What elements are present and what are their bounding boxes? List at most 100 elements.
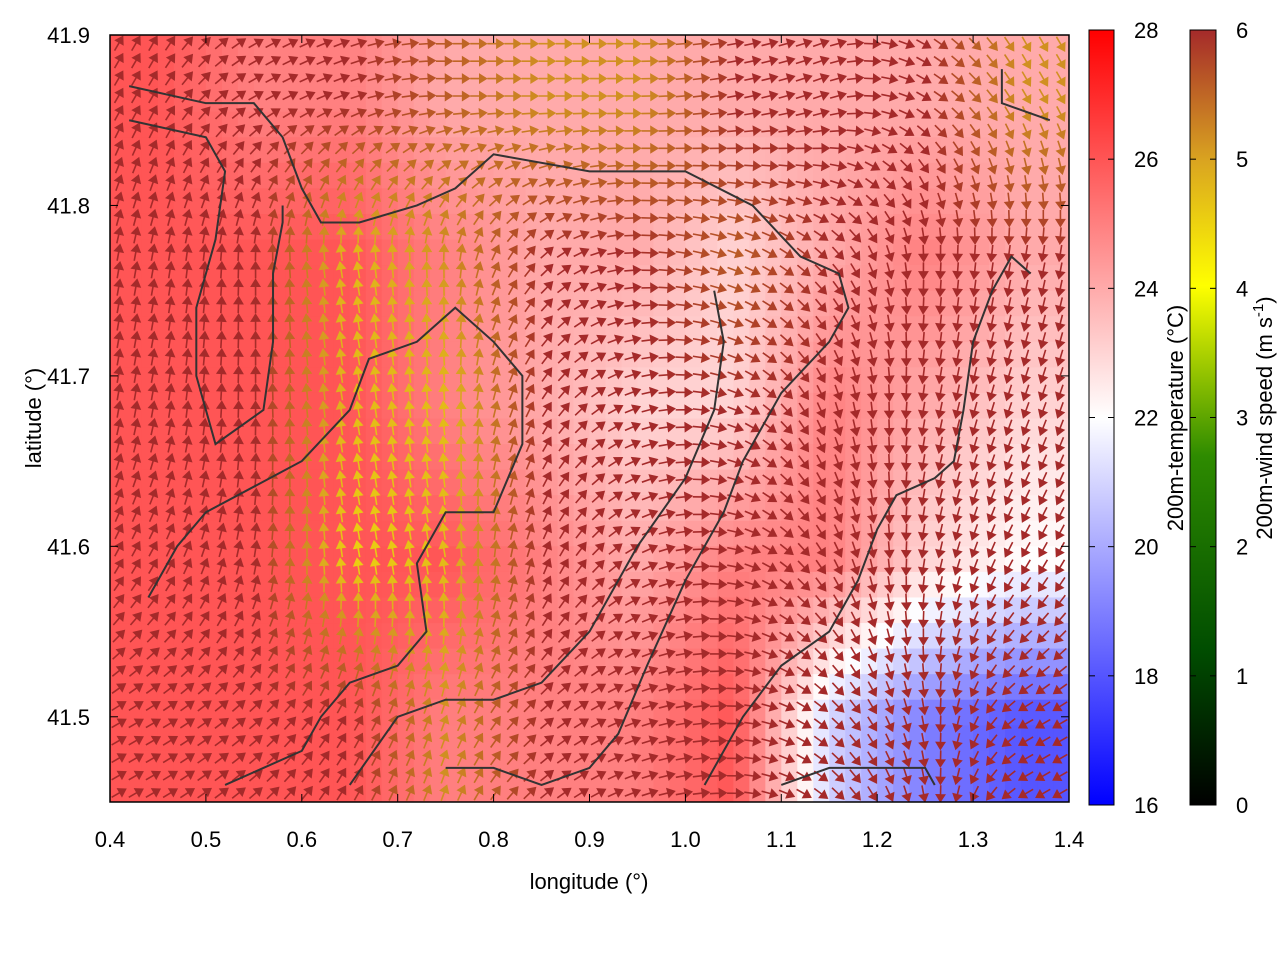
wind-arrow <box>521 55 540 67</box>
wind-arrow <box>336 767 347 784</box>
wind-arrow <box>798 455 810 470</box>
wind-arrow <box>761 160 779 172</box>
wind-arrow <box>1037 349 1049 367</box>
wind-arrow <box>709 212 728 224</box>
wind-arrow <box>438 609 450 627</box>
wind-arrow <box>692 195 711 207</box>
wind-arrow <box>164 35 176 51</box>
wind-arrow <box>301 225 313 244</box>
heatmap-cell <box>957 623 974 650</box>
wind-arrow <box>1055 401 1066 419</box>
heatmap-cell <box>957 316 974 343</box>
heatmap-cell <box>653 213 671 241</box>
wind-arrow <box>658 665 676 677</box>
heatmap-cell <box>909 86 926 113</box>
wind-arrow <box>968 37 982 51</box>
wind-arrow <box>1052 753 1068 764</box>
wind-arrow <box>231 769 246 782</box>
heatmap-cell <box>445 750 463 778</box>
wind-arrow <box>573 683 589 695</box>
heatmap-cell <box>989 674 1006 701</box>
wind-arrow <box>507 400 518 418</box>
heatmap-cell <box>957 239 974 266</box>
wind-arrow <box>816 367 826 384</box>
wind-arrow <box>404 522 415 540</box>
wind-arrow <box>675 630 694 642</box>
wind-arrow <box>387 243 398 261</box>
wind-arrow <box>778 213 796 224</box>
wind-arrow <box>900 576 912 594</box>
wind-arrow <box>369 382 381 401</box>
wind-arrow <box>521 107 540 119</box>
wind-arrow <box>435 73 454 85</box>
wind-arrow <box>472 574 484 593</box>
wind-vectors <box>111 35 1068 802</box>
wind-arrow <box>658 38 677 50</box>
wind-arrow <box>250 487 262 505</box>
wind-arrow <box>112 611 125 626</box>
heatmap-cell <box>221 265 239 292</box>
heatmap-cell <box>285 546 303 573</box>
wind-arrow <box>404 330 416 349</box>
wind-arrow <box>368 142 383 154</box>
wind-arrow <box>935 279 946 298</box>
wind-arrow <box>1054 244 1066 263</box>
heatmap-cell <box>333 137 351 164</box>
wind-arrow <box>487 38 505 50</box>
wind-arrow <box>198 243 210 261</box>
wind-arrow <box>1020 349 1032 367</box>
wind-arrow <box>658 648 676 659</box>
colorbar-tick-label: 6 <box>1236 18 1248 43</box>
wind-arrow <box>147 243 159 261</box>
wind-arrow <box>438 417 450 436</box>
wind-arrow <box>163 682 178 695</box>
wind-arrow <box>148 523 159 540</box>
wind-arrow <box>351 125 367 136</box>
wind-arrow <box>935 384 946 402</box>
wind-arrow <box>215 243 227 261</box>
wind-arrow <box>490 733 501 748</box>
wind-arrow <box>352 452 364 471</box>
heatmap-cell <box>637 188 655 215</box>
wind-arrow <box>884 210 895 227</box>
wind-arrow <box>438 260 450 279</box>
wind-arrow <box>883 419 895 437</box>
wind-arrow <box>318 522 330 540</box>
heatmap-cell <box>637 137 655 164</box>
wind-arrow <box>899 142 914 155</box>
wind-arrow <box>335 243 347 261</box>
wind-arrow <box>778 701 796 712</box>
wind-arrow <box>421 557 433 575</box>
heatmap-cell <box>845 86 862 113</box>
wind-arrow <box>318 295 330 314</box>
wind-arrow <box>524 505 535 523</box>
wind-arrow <box>113 52 124 69</box>
wind-arrow <box>883 558 895 577</box>
wind-arrow <box>472 470 484 488</box>
wind-arrow <box>335 365 347 383</box>
wind-arrow <box>267 158 279 173</box>
heatmap-cell <box>1021 367 1038 394</box>
wind-arrow <box>164 260 176 279</box>
wind-arrow <box>113 382 125 401</box>
heatmap-cell <box>925 520 942 547</box>
wind-arrow <box>353 697 364 714</box>
wind-arrow <box>883 523 895 542</box>
wind-arrow <box>145 788 162 798</box>
wind-arrow <box>867 768 878 784</box>
wind-arrow <box>675 421 694 433</box>
heatmap-cell <box>893 469 910 496</box>
heatmap-cell <box>605 137 623 164</box>
wind-arrow <box>935 645 946 664</box>
wind-arrow <box>369 592 381 610</box>
wind-arrow <box>867 611 878 628</box>
wind-arrow <box>572 55 591 67</box>
heatmap-cell <box>685 35 702 62</box>
wind-arrow <box>299 38 316 49</box>
heatmap-cell <box>189 571 207 599</box>
wind-arrow <box>641 351 659 363</box>
wind-arrow <box>778 90 796 102</box>
heatmap-cell <box>381 188 399 215</box>
wind-arrow <box>692 630 711 642</box>
wind-arrow <box>387 452 398 471</box>
